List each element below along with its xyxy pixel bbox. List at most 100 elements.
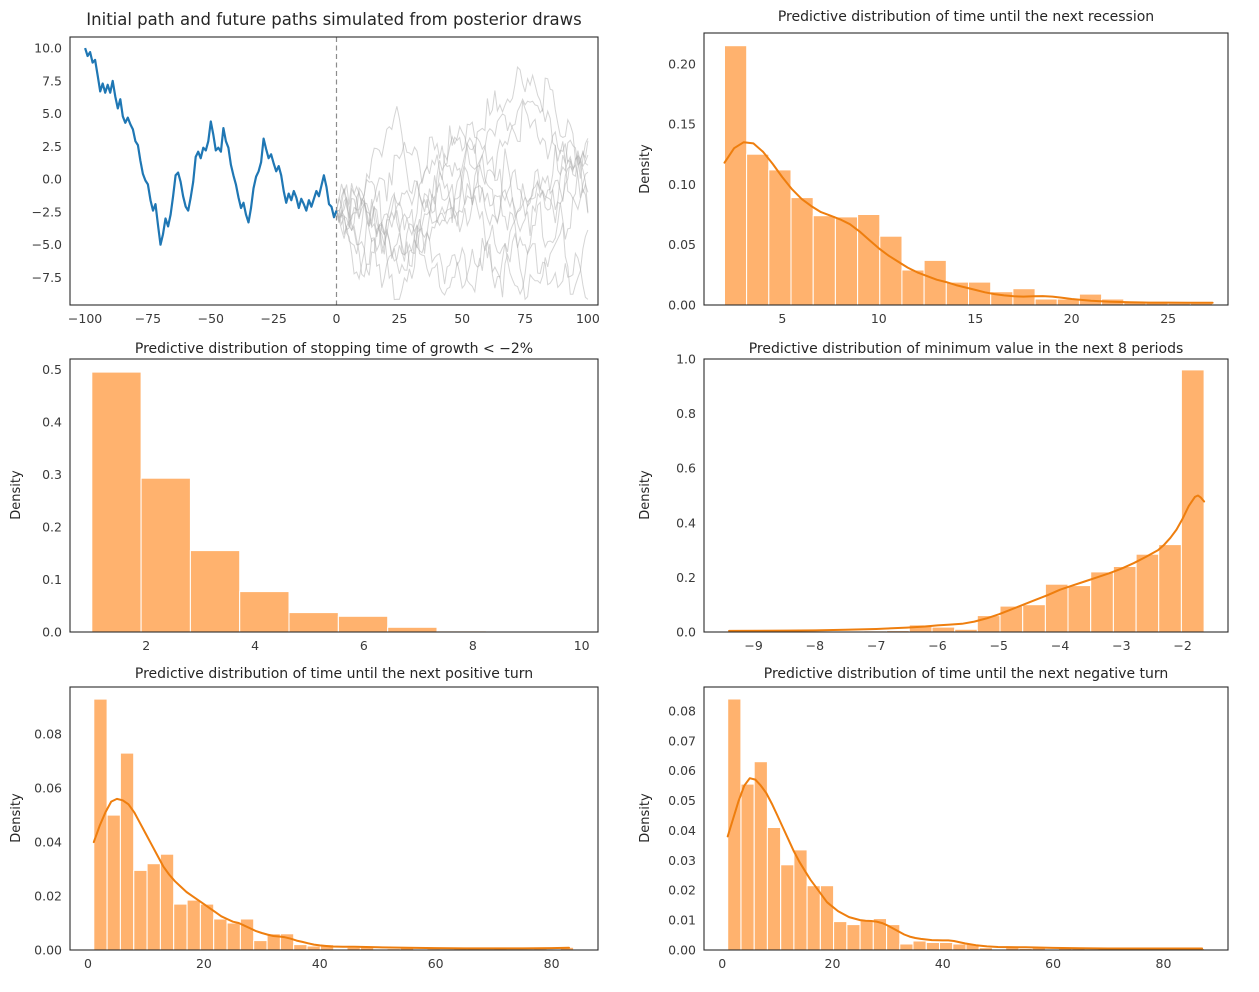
histogram-bar bbox=[213, 918, 228, 951]
histogram-bar bbox=[226, 922, 241, 951]
chart-title: Predictive distribution of time until th… bbox=[135, 666, 533, 682]
simulated-path bbox=[336, 106, 589, 239]
histogram-bar bbox=[306, 945, 321, 951]
histogram-bar bbox=[727, 698, 742, 951]
y-tick-label: 0.8 bbox=[676, 406, 696, 421]
x-tick-label: −2 bbox=[1173, 638, 1191, 653]
histogram-bar bbox=[812, 215, 836, 306]
x-tick-label: 10 bbox=[574, 638, 590, 653]
histogram-bars bbox=[724, 45, 1214, 306]
histogram-bar bbox=[91, 371, 142, 633]
y-tick-label: 0.03 bbox=[668, 853, 696, 868]
x-tick-label: −7 bbox=[867, 638, 885, 653]
stopping-time-histogram: Predictive distribution of stopping time… bbox=[9, 341, 599, 653]
histogram-bar bbox=[780, 864, 795, 951]
chart-title: Predictive distribution of minimum value… bbox=[749, 341, 1184, 357]
x-tick-label: 2 bbox=[142, 638, 150, 653]
histogram-bar bbox=[253, 940, 268, 951]
histogram-bar bbox=[925, 942, 940, 951]
y-tick-label: 0.2 bbox=[42, 520, 62, 535]
x-tick-label: 80 bbox=[544, 956, 560, 971]
histogram-bar bbox=[834, 216, 859, 306]
y-tick-label: 0.0 bbox=[676, 625, 696, 640]
y-tick-label: 0.00 bbox=[34, 943, 62, 958]
y-tick-label: 0.04 bbox=[668, 823, 696, 838]
histogram-bar bbox=[1022, 604, 1046, 633]
y-tick-label: 0.4 bbox=[42, 415, 62, 430]
x-tick-label: 4 bbox=[251, 638, 259, 653]
simulated-path bbox=[336, 100, 589, 224]
x-tick-label: 40 bbox=[935, 956, 951, 971]
chart-title: Predictive distribution of stopping time… bbox=[135, 341, 533, 357]
histogram-bar bbox=[337, 615, 389, 633]
chart-title: Predictive distribution of time until th… bbox=[764, 666, 1169, 682]
y-tick-label: 0.01 bbox=[668, 913, 696, 928]
x-tick-label: 100 bbox=[576, 311, 600, 326]
y-tick-label: 0.06 bbox=[668, 763, 696, 778]
y-tick-label: 5.0 bbox=[42, 106, 62, 121]
x-tick-label: 20 bbox=[196, 956, 212, 971]
histogram-bar bbox=[901, 269, 925, 306]
positive-turn-histogram: Predictive distribution of time until th… bbox=[9, 666, 599, 971]
y-tick-label: 0.10 bbox=[668, 177, 696, 192]
histogram-bar bbox=[239, 591, 290, 633]
y-tick-label: 10.0 bbox=[34, 41, 62, 56]
x-tick-label: 60 bbox=[428, 956, 444, 971]
initial-path-plot: Initial path and future paths simulated … bbox=[32, 10, 600, 326]
histogram-bar bbox=[186, 899, 201, 951]
histogram-bar bbox=[1034, 298, 1058, 306]
y-tick-label: 0.08 bbox=[34, 727, 62, 742]
chart-title: Predictive distribution of time until th… bbox=[778, 9, 1154, 25]
x-tick-label: 0 bbox=[718, 956, 726, 971]
histogram-bar bbox=[1135, 553, 1160, 633]
y-axis-label: Density bbox=[9, 793, 24, 843]
simulated-path bbox=[336, 65, 589, 276]
x-tick-label: −6 bbox=[928, 638, 946, 653]
x-tick-label: −9 bbox=[744, 638, 762, 653]
simulated-path bbox=[336, 154, 589, 294]
histogram-bar bbox=[846, 924, 861, 951]
x-tick-label: 60 bbox=[1045, 956, 1061, 971]
y-tick-label: 0.1 bbox=[42, 572, 62, 587]
y-tick-label: 0.20 bbox=[668, 56, 696, 71]
kde-curve bbox=[728, 494, 1206, 632]
histogram-bar bbox=[833, 921, 848, 951]
simulated-path bbox=[336, 165, 589, 301]
y-tick-label: 0.15 bbox=[668, 117, 696, 132]
histogram-bar bbox=[724, 45, 748, 306]
y-tick-label: 0.0 bbox=[42, 625, 62, 640]
histogram-bar bbox=[740, 783, 755, 951]
x-tick-label: −50 bbox=[198, 311, 224, 326]
x-tick-label: −25 bbox=[261, 311, 287, 326]
y-axis-label: Density bbox=[9, 470, 24, 520]
kde-curve bbox=[92, 797, 570, 950]
histogram-bar bbox=[293, 944, 308, 951]
x-tick-label: 0 bbox=[333, 311, 341, 326]
y-tick-label: 0.4 bbox=[676, 515, 696, 530]
y-tick-label: 0.00 bbox=[668, 298, 696, 313]
y-tick-label: 0.6 bbox=[676, 461, 696, 476]
histogram-bar bbox=[189, 550, 241, 633]
histogram-bar bbox=[923, 259, 947, 306]
y-tick-label: 2.5 bbox=[42, 139, 62, 154]
minimum-value-histogram: Predictive distribution of minimum value… bbox=[638, 341, 1229, 653]
axes-box bbox=[69, 36, 599, 306]
histogram-bar bbox=[387, 626, 438, 633]
histogram-bar bbox=[766, 827, 782, 951]
axes-box bbox=[69, 358, 599, 633]
histogram-bar bbox=[1158, 544, 1182, 633]
x-tick-label: −3 bbox=[1112, 638, 1130, 653]
y-tick-label: 1.0 bbox=[676, 352, 696, 367]
x-tick-label: 5 bbox=[778, 311, 786, 326]
x-tick-label: −4 bbox=[1051, 638, 1069, 653]
simulated-path bbox=[336, 98, 589, 288]
histogram-bar bbox=[753, 761, 768, 951]
histogram-bars bbox=[727, 369, 1205, 633]
x-tick-label: 50 bbox=[454, 311, 470, 326]
histogram-bar bbox=[939, 942, 954, 951]
x-tick-label: 20 bbox=[825, 956, 841, 971]
y-tick-label: 0.02 bbox=[34, 889, 62, 904]
histogram-bar bbox=[106, 814, 121, 951]
simulated-path bbox=[336, 178, 589, 296]
